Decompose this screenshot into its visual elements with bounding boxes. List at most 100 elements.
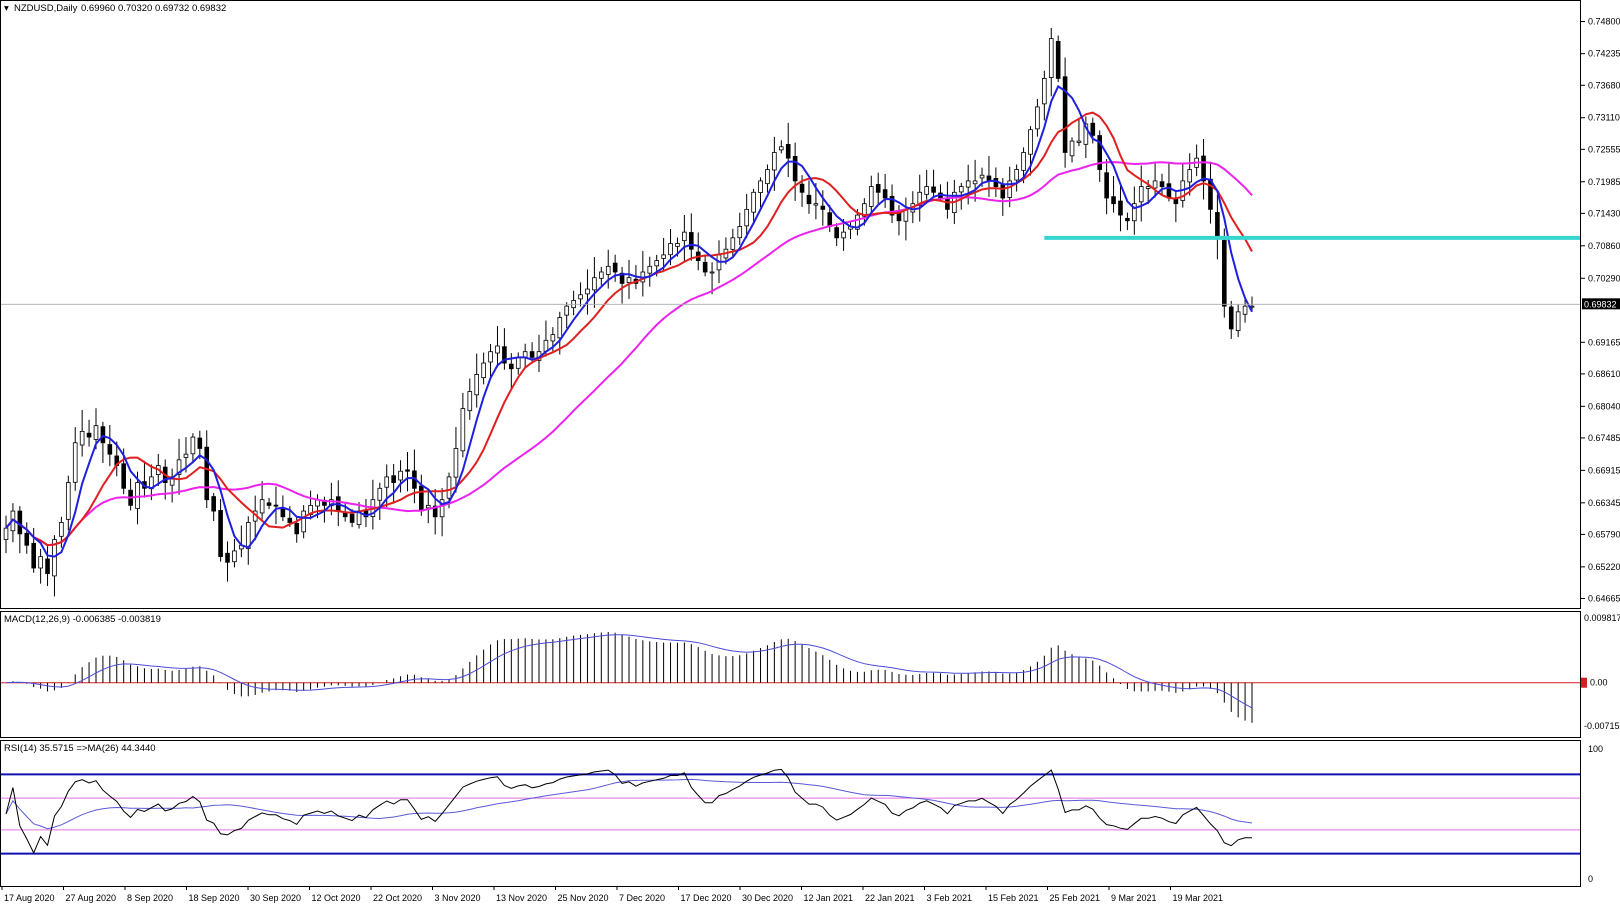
candle-body[interactable]	[1062, 76, 1068, 153]
candle-body[interactable]	[190, 436, 196, 455]
candle-body[interactable]	[405, 469, 410, 472]
candle-body[interactable]	[481, 362, 486, 379]
candle-body[interactable]	[329, 499, 334, 507]
candle-body[interactable]	[432, 505, 438, 518]
candle-body[interactable]	[813, 203, 819, 206]
candle-body[interactable]	[799, 183, 805, 193]
candle-body[interactable]	[820, 205, 826, 210]
candle-body[interactable]	[391, 475, 396, 484]
candle-body[interactable]	[259, 499, 265, 514]
candle-body[interactable]	[1104, 172, 1109, 199]
candle-body[interactable]	[453, 448, 459, 478]
candle-body[interactable]	[709, 271, 715, 274]
candle-body[interactable]	[1145, 186, 1151, 189]
candle-body[interactable]	[979, 174, 985, 179]
candle-body[interactable]	[855, 214, 860, 230]
candle-body[interactable]	[1083, 123, 1089, 145]
candle-body[interactable]	[294, 523, 300, 535]
candle-body[interactable]	[377, 487, 383, 501]
candle-body[interactable]	[1069, 140, 1075, 157]
candle-body[interactable]	[730, 237, 736, 250]
candle-body[interactable]	[647, 265, 653, 274]
candle-body[interactable]	[529, 351, 535, 358]
candle-body[interactable]	[599, 271, 604, 279]
candle-body[interactable]	[1021, 152, 1026, 171]
candle-body[interactable]	[585, 288, 590, 295]
candle-body[interactable]	[778, 146, 784, 151]
candle-body[interactable]	[654, 260, 659, 267]
candle-body[interactable]	[1097, 135, 1103, 170]
candle-body[interactable]	[1118, 200, 1123, 216]
candle-body[interactable]	[827, 212, 833, 227]
candle-body[interactable]	[65, 482, 71, 520]
candle-body[interactable]	[1125, 217, 1130, 222]
candle-body[interactable]	[121, 463, 126, 489]
candle-body[interactable]	[1152, 180, 1158, 189]
candle-body[interactable]	[931, 186, 936, 193]
candle-body[interactable]	[1187, 169, 1193, 183]
candle-body[interactable]	[1138, 186, 1144, 203]
candle-body[interactable]	[176, 459, 182, 475]
candle-body[interactable]	[737, 226, 743, 239]
candle-body[interactable]	[661, 254, 666, 259]
candle-body[interactable]	[868, 186, 874, 207]
candle-body[interactable]	[875, 184, 881, 193]
candle-body[interactable]	[972, 180, 978, 185]
candle-body[interactable]	[744, 208, 749, 227]
candle-body[interactable]	[557, 317, 563, 339]
candle-body[interactable]	[218, 510, 223, 558]
candle-body[interactable]	[550, 334, 556, 342]
candle-body[interactable]	[924, 186, 929, 195]
candle-body[interactable]	[1201, 155, 1206, 182]
candle-body[interactable]	[612, 262, 618, 273]
candle-body[interactable]	[862, 203, 867, 217]
candle-body[interactable]	[751, 191, 756, 213]
candle-body[interactable]	[626, 277, 632, 283]
candle-body[interactable]	[592, 277, 597, 291]
candle-body[interactable]	[107, 444, 113, 455]
candle-body[interactable]	[86, 432, 92, 438]
candle-body[interactable]	[273, 504, 279, 507]
candle-body[interactable]	[38, 556, 43, 569]
candle-body[interactable]	[1014, 169, 1019, 181]
candle-body[interactable]	[1000, 184, 1006, 199]
candle-body[interactable]	[439, 499, 445, 518]
candle-body[interactable]	[509, 363, 514, 370]
candle-body[interactable]	[225, 552, 230, 563]
candle-body[interactable]	[605, 265, 611, 275]
candle-body[interactable]	[1048, 38, 1054, 78]
candle-body[interactable]	[675, 243, 680, 247]
candle-body[interactable]	[24, 532, 30, 546]
candle-body[interactable]	[301, 510, 306, 533]
candle-body[interactable]	[1028, 129, 1033, 155]
candle-body[interactable]	[668, 243, 673, 256]
candle-body[interactable]	[1076, 140, 1082, 143]
candle-body[interactable]	[945, 197, 950, 210]
candle-body[interactable]	[1055, 40, 1061, 79]
candle-body[interactable]	[1090, 122, 1096, 136]
candle-body[interactable]	[31, 542, 36, 569]
candle-body[interactable]	[1166, 183, 1172, 199]
candle-body[interactable]	[1215, 212, 1220, 239]
candle-body[interactable]	[495, 345, 500, 354]
candle-body[interactable]	[1242, 305, 1248, 315]
candle-body[interactable]	[419, 485, 424, 512]
candle-body[interactable]	[467, 391, 473, 412]
candle-body[interactable]	[619, 272, 625, 284]
candle-body[interactable]	[806, 194, 812, 205]
candle-body[interactable]	[398, 470, 403, 481]
candle-body[interactable]	[1111, 196, 1116, 205]
candle-body[interactable]	[502, 346, 507, 364]
candle-body[interactable]	[93, 425, 99, 440]
candle-body[interactable]	[349, 513, 355, 523]
candle-body[interactable]	[1132, 203, 1137, 222]
candle-body[interactable]	[896, 212, 902, 222]
candle-body[interactable]	[474, 374, 480, 396]
candle-body[interactable]	[425, 504, 431, 509]
candle-body[interactable]	[765, 169, 770, 185]
candle-body[interactable]	[578, 294, 583, 300]
candle-body[interactable]	[688, 232, 694, 250]
candle-body[interactable]	[965, 180, 971, 188]
candle-body[interactable]	[564, 305, 570, 316]
